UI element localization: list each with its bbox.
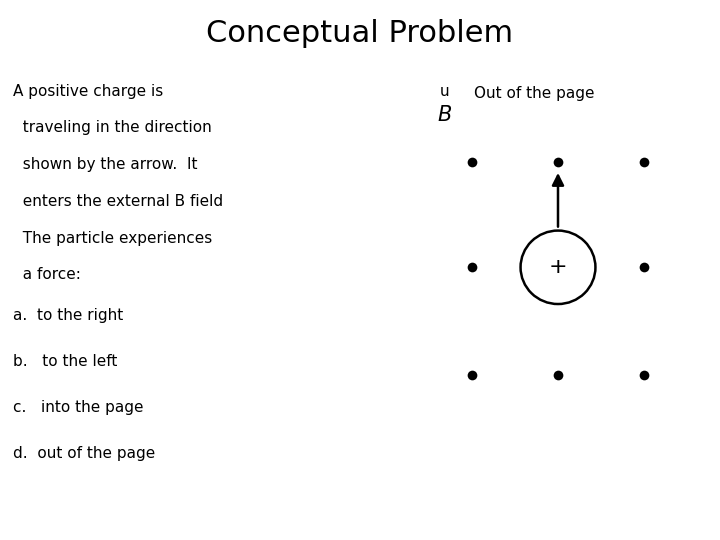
Text: traveling in the direction: traveling in the direction (13, 120, 212, 136)
Text: shown by the arrow.  It: shown by the arrow. It (13, 157, 197, 172)
Text: d.  out of the page: d. out of the page (13, 446, 156, 461)
Text: a force:: a force: (13, 267, 81, 282)
Text: Conceptual Problem: Conceptual Problem (207, 19, 513, 48)
Text: Out of the page: Out of the page (474, 86, 594, 102)
Text: b.   to the left: b. to the left (13, 354, 117, 369)
Ellipse shape (521, 231, 595, 304)
Text: The particle experiences: The particle experiences (13, 231, 212, 246)
Text: $\mathit{B}$: $\mathit{B}$ (438, 105, 452, 125)
Text: a.  to the right: a. to the right (13, 308, 123, 323)
Text: +: + (549, 257, 567, 278)
Text: A positive charge is: A positive charge is (13, 84, 163, 99)
Text: c.   into the page: c. into the page (13, 400, 143, 415)
Text: enters the external B field: enters the external B field (13, 194, 223, 209)
Text: u: u (440, 84, 450, 99)
